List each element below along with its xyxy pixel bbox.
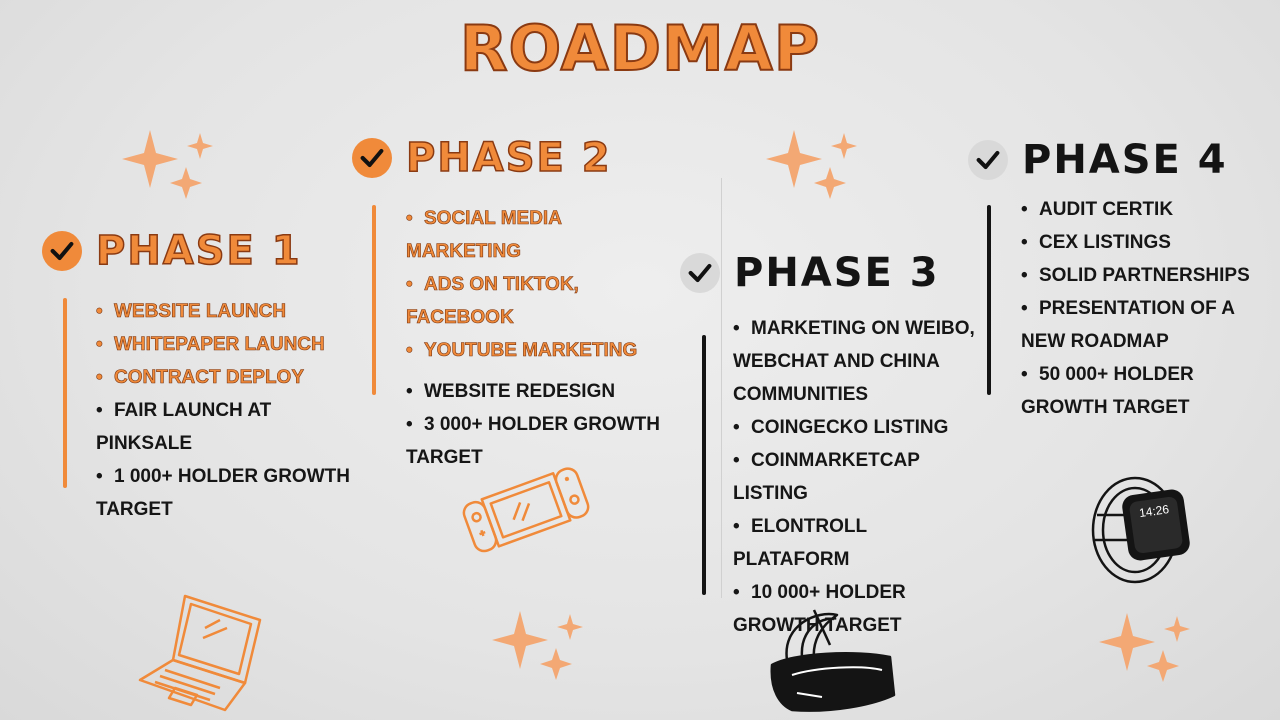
page-title: ROADMAP	[459, 11, 821, 86]
list-item: • CONTRACT DEPLOY	[96, 367, 305, 389]
phase-3-line	[702, 335, 706, 595]
list-item: • AUDIT CERTIK	[1021, 199, 1174, 220]
sparkle-icon	[766, 130, 857, 199]
phase-2-header: PHASE 2	[352, 134, 612, 182]
phase-2-list: • SOCIAL MEDIA MARKETING • ADS ON TIKTOK, …	[406, 202, 676, 474]
sparkle-icon	[1099, 613, 1190, 682]
list-item: • SOLID PARTNERSHIPS	[1021, 265, 1250, 286]
list-item: • MARKETING ON WEIBO, WEBCHAT AND CHINA C…	[733, 318, 975, 405]
list-item: • PRESENTATION OF A NEW ROADMAP	[1021, 298, 1235, 352]
watch-time: 14:26	[1138, 502, 1170, 520]
smartwatch-icon: 14:26	[1091, 476, 1190, 584]
list-item: • WEBSITE REDESIGN	[406, 381, 616, 402]
list-item: • 10 000+ HOLDER GROWTH TARGET	[733, 582, 906, 636]
sparkle-icon	[492, 611, 583, 680]
list-item: • WHITEPAPER LAUNCH	[96, 334, 325, 356]
list-item: • ADS ON TIKTOK, FACEBOOK	[406, 274, 579, 329]
list-item: • YOUTUBE MARKETING	[406, 340, 638, 362]
list-item: • 1 000+ HOLDER GROWTH TARGET	[96, 466, 350, 520]
phase-2-line	[372, 205, 376, 395]
phase-4-title: PHASE 4	[1022, 137, 1228, 183]
list-item: • WEBSITE LAUNCH	[96, 301, 287, 323]
phase-3-header: PHASE 3	[680, 250, 940, 296]
sparkle-icon	[122, 130, 213, 199]
list-item: • CEX LISTINGS	[1021, 232, 1171, 253]
check-icon	[680, 253, 720, 293]
list-item: • SOCIAL MEDIA MARKETING	[406, 208, 562, 263]
phase-1-header: PHASE 1	[42, 227, 302, 275]
list-item: • 50 000+ HOLDER GROWTH TARGET	[1021, 364, 1194, 418]
check-icon	[352, 138, 392, 178]
phase-3-title: PHASE 3	[734, 250, 940, 296]
phase-4-header: PHASE 4	[968, 137, 1228, 183]
phase-4-line	[987, 205, 991, 395]
divider	[721, 178, 722, 598]
laptop-icon	[138, 594, 262, 712]
check-icon	[42, 231, 82, 271]
list-item: • ELONTROLL PLATAFORM	[733, 516, 867, 570]
list-item: • COINGECKO LISTING	[733, 417, 949, 438]
phase-1-line	[63, 298, 67, 488]
list-item: • COINMARKETCAP LISTING	[733, 450, 920, 504]
phase-4-list: • AUDIT CERTIK • CEX LISTINGS • SOLID PARTN…	[1021, 193, 1251, 424]
phase-2-title: PHASE 2	[405, 134, 612, 182]
vr-headset-icon	[770, 609, 896, 712]
phase-1-title: PHASE 1	[95, 227, 302, 275]
list-item: • FAIR LAUNCH AT PINKSALE	[96, 400, 272, 454]
phase-3-list: • MARKETING ON WEIBO, WEBCHAT AND CHINA C…	[733, 312, 978, 642]
list-item: • 3 000+ HOLDER GROWTH TARGET	[406, 414, 660, 468]
check-icon	[968, 140, 1008, 180]
phase-1-list: • WEBSITE LAUNCH • WHITEPAPER LAUNCH • CONT…	[96, 295, 356, 526]
game-console-icon	[462, 467, 590, 553]
